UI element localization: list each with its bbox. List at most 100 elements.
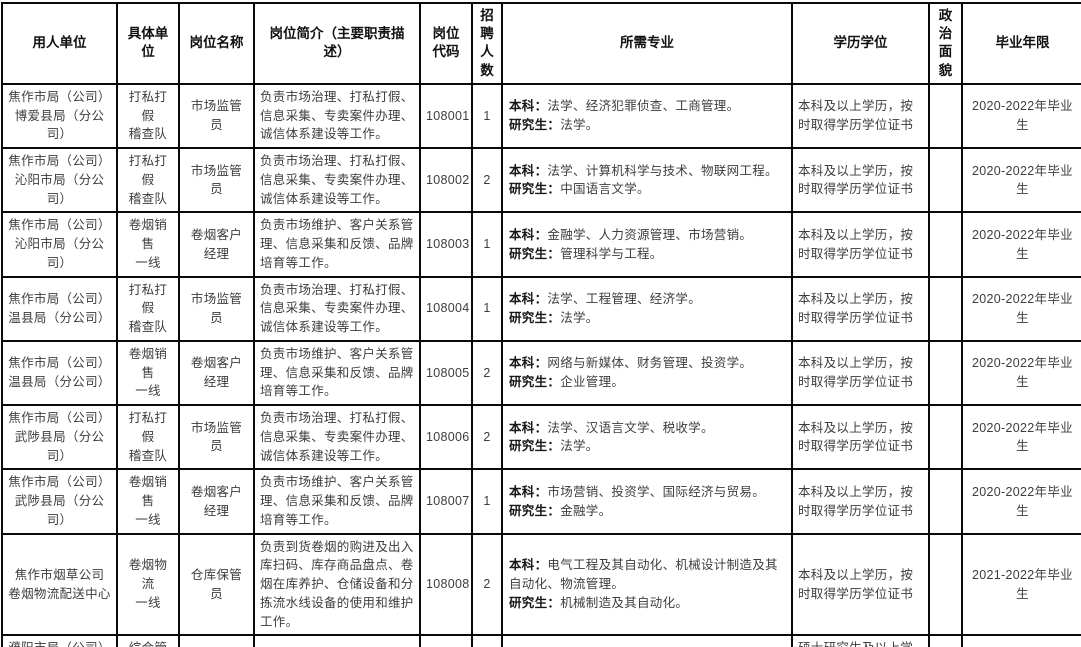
cell-description: 负责市场治理、打私打假、信息采集、专卖案件办理、诚信体系建设等工作。 — [253, 82, 421, 150]
cell-political — [928, 404, 963, 471]
table-row: 焦作市局（公司） 沁阳市局（分公司） 打私打假 稽查队 市场监管员 负责市场治理、打私… — [1, 147, 1081, 214]
table-body: 焦作市局（公司） 博爱县局（分公司） 打私打假 稽查队 市场监管员 负责市场治理、打私… — [1, 82, 1081, 647]
cell-employer: 焦作市局（公司） 温县局（分公司） — [1, 339, 118, 407]
majors-degree-label: 本科： — [509, 292, 548, 306]
cell-position: 卷烟客户经理 — [178, 468, 255, 535]
table-row: 焦作市局（公司） 温县局（分公司） 打私打假 稽查队 市场监管员 负责市场治理、打私打… — [1, 275, 1081, 342]
cell-grad: 2021-2022年毕业生 — [961, 634, 1081, 647]
majors-list: 法学、计算机科学与技术、物联网工程。 — [547, 163, 778, 178]
majors-degree-label: 本科： — [509, 484, 548, 499]
cell-employer: 焦作市局（公司） 沁阳市局（分公司） — [1, 147, 118, 214]
cell-code: 108001 — [419, 82, 473, 150]
majors-degree-label: 研究生： — [509, 439, 561, 454]
cell-unit: 卷烟销售 一线 — [116, 211, 180, 278]
majors-segment: 本科：市场营销、投资学、国际经济与贸易。 — [509, 483, 786, 502]
cell-employer: 焦作市局（公司） 武陟县局（分公司） — [1, 404, 118, 471]
column-header-grad: 毕业年限 — [961, 2, 1081, 85]
cell-political — [928, 634, 963, 647]
column-header-description: 岗位简介（主要职责描述） — [253, 2, 421, 85]
cell-political — [928, 339, 963, 407]
cell-grad: 2020-2022年毕业生 — [961, 339, 1081, 407]
cell-code: 109001 — [419, 634, 473, 647]
cell-degree: 本科及以上学历，按时取得学历学位证书 — [791, 404, 930, 471]
cell-description: 负责到货卷烟的购进及出入库扫码、库存商品盘点、卷烟在库养护、仓储设备和分拣流水线… — [253, 532, 421, 637]
cell-degree: 本科及以上学历，按时取得学历学位证书 — [791, 82, 930, 150]
cell-employer: 焦作市局（公司） 温县局（分公司） — [1, 275, 118, 342]
majors-list: 法学。 — [560, 118, 599, 132]
column-header-count: 招聘 人数 — [471, 2, 503, 85]
majors-degree-label: 本科： — [509, 558, 548, 573]
cell-unit: 卷烟销售 一线 — [116, 339, 180, 407]
cell-description: 负责市场维护、客户关系管理、信息采集和反馈、品牌培育等工作。 — [253, 339, 421, 407]
column-header-political: 政治 面貌 — [928, 2, 963, 85]
cell-grad: 2020-2022年毕业生 — [961, 211, 1081, 278]
majors-list: 电气工程及其自动化、机械设计制造及其自动化、物流管理。 — [509, 558, 778, 592]
cell-code: 108003 — [419, 211, 473, 278]
majors-segment: 本科：电气工程及其自动化、机械设计制造及其自动化、物流管理。 — [509, 556, 786, 594]
cell-degree: 本科及以上学历，按时取得学历学位证书 — [791, 468, 930, 535]
cell-political — [928, 275, 963, 342]
majors-degree-label: 研究生： — [509, 310, 561, 325]
majors-list: 机械制造及其自动化。 — [560, 595, 689, 610]
cell-description: 负责市场维护、客户关系管理、信息采集和反馈、品牌培育等工作。 — [253, 211, 421, 278]
cell-majors: 本科：法学、汉语言文学、税收学。 研究生：法学。 — [501, 404, 793, 471]
table-row: 焦作市局（公司） 温县局（分公司） 卷烟销售 一线 卷烟客户经理 负责市场维护、客户关… — [1, 339, 1081, 407]
cell-code: 108002 — [419, 147, 473, 214]
cell-majors: 研究生：管理学、中国语言文学、新闻传播学、法学、人力资源管理、劳动和社会保障。 — [501, 634, 793, 647]
cell-employer: 焦作市局（公司） 博爱县局（分公司） — [1, 82, 118, 150]
cell-unit: 打私打假 稽查队 — [116, 404, 180, 471]
cell-political — [928, 147, 963, 214]
majors-degree-label: 本科： — [509, 227, 548, 242]
cell-degree: 本科及以上学历，按时取得学历学位证书 — [791, 147, 930, 214]
majors-segment: 本科：法学、经济犯罪侦查、工商管理。 — [509, 97, 786, 116]
majors-degree-label: 研究生： — [509, 503, 561, 518]
cell-position: 卷烟客户经理 — [178, 211, 255, 278]
majors-segment: 本科：法学、计算机科学与技术、物联网工程。 — [509, 162, 786, 181]
majors-degree-label: 本科： — [509, 99, 548, 114]
cell-position: 市场监管员 — [178, 275, 255, 342]
cell-political — [928, 211, 963, 278]
cell-description: 负责市场维护、客户关系管理、信息采集和反馈、品牌培育等工作。 — [253, 468, 421, 535]
cell-unit: 卷烟物流 一线 — [116, 532, 180, 637]
table-row: 焦作市局（公司） 博爱县局（分公司） 打私打假 稽查队 市场监管员 负责市场治理、打私… — [1, 82, 1081, 150]
table-header-row: 用人单位 具体单位 岗位名称 岗位简介（主要职责描述） 岗位 代码 招聘 人数 所需专业 学历… — [1, 2, 1081, 85]
cell-degree: 本科及以上学历，按时取得学历学位证书 — [791, 275, 930, 342]
majors-list: 金融学、人力资源管理、市场营销。 — [547, 227, 753, 242]
majors-list: 法学、工程管理、经济学。 — [547, 292, 702, 306]
cell-employer: 焦作市局（公司） 武陟县局（分公司） — [1, 468, 118, 535]
cell-degree: 硕士研究生及以上学历，按时取得学历学位证书 — [791, 634, 930, 647]
cell-position: 市场监管员 — [178, 82, 255, 150]
cell-grad: 2020-2022年毕业生 — [961, 404, 1081, 471]
cell-grad: 2020-2022年毕业生 — [961, 468, 1081, 535]
majors-list: 法学。 — [560, 439, 599, 454]
cell-majors: 本科：电气工程及其自动化、机械设计制造及其自动化、物流管理。 研究生：机械制造及其… — [501, 532, 793, 637]
majors-segment: 本科：法学、工程管理、经济学。 — [509, 290, 786, 309]
cell-majors: 本科：市场营销、投资学、国际经济与贸易。 研究生：金融学。 — [501, 468, 793, 535]
majors-list: 市场营销、投资学、国际经济与贸易。 — [547, 484, 766, 499]
cell-position: 市场监管员 — [178, 147, 255, 214]
majors-degree-label: 研究生： — [509, 182, 561, 197]
cell-count: 2 — [471, 147, 503, 214]
majors-segment: 研究生：法学。 — [509, 116, 786, 135]
cell-count: 1 — [471, 82, 503, 150]
cell-degree: 本科及以上学历，按时取得学历学位证书 — [791, 339, 930, 407]
majors-segment: 研究生：机械制造及其自动化。 — [509, 594, 786, 613]
cell-description: 负责市场治理、打私打假、信息采集、专卖案件办理、诚信体系建设等工作。 — [253, 275, 421, 342]
cell-position: 仓库保管员 — [178, 532, 255, 637]
cell-majors: 本科：法学、计算机科学与技术、物联网工程。 研究生：中国语言文学。 — [501, 147, 793, 214]
majors-degree-label: 研究生： — [509, 246, 561, 261]
cell-code: 108008 — [419, 532, 473, 637]
cell-code: 108007 — [419, 468, 473, 535]
cell-degree: 本科及以上学历，按时取得学历学位证书 — [791, 532, 930, 637]
cell-count: 1 — [471, 468, 503, 535]
majors-degree-label: 本科： — [509, 163, 548, 178]
cell-position: 卷烟客户经理 — [178, 339, 255, 407]
cell-employer: 濮阳市局（公司） 直属分局（分公司） — [1, 634, 118, 647]
cell-majors: 本科：法学、工程管理、经济学。 研究生：法学。 — [501, 275, 793, 342]
cell-code: 108004 — [419, 275, 473, 342]
column-header-unit: 具体单位 — [116, 2, 180, 85]
cell-count: 2 — [471, 339, 503, 407]
cell-grad: 2020-2022年毕业生 — [961, 147, 1081, 214]
majors-list: 法学、汉语言文学、税收学。 — [547, 420, 714, 435]
cell-description: 负责市场治理、打私打假、信息采集、专卖案件办理、诚信体系建设等工作。 — [253, 404, 421, 471]
